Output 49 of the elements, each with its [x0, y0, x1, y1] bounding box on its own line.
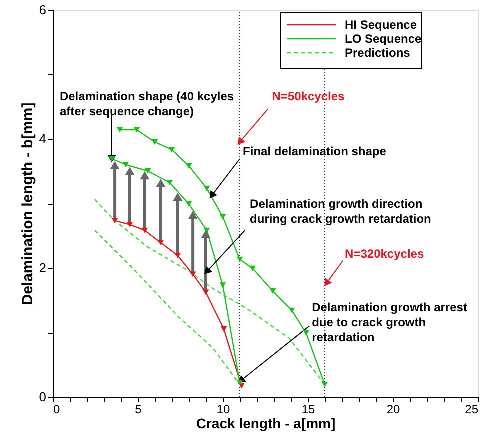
point: [144, 168, 152, 174]
point: [220, 326, 228, 332]
point: [204, 186, 210, 192]
y-tick-label: 4: [39, 132, 46, 146]
point: [122, 162, 130, 168]
point: [270, 288, 276, 294]
point: [134, 127, 140, 133]
point: [152, 139, 158, 145]
annotation: Delamination growth arrest due to crack growth retardation: [312, 300, 468, 344]
x-tick-label: 0: [54, 402, 60, 416]
legend-label: LO Sequence: [345, 32, 422, 46]
point: [174, 253, 182, 258]
y-tick-label: 2: [39, 260, 46, 276]
point: [186, 201, 192, 207]
point: [190, 272, 196, 278]
annotation: Delamination shape (40 kcyles after sequence change): [60, 89, 234, 118]
point: [202, 290, 210, 296]
x-tick-label: 25: [465, 402, 479, 416]
point: [250, 266, 256, 272]
point: [158, 240, 164, 246]
x-axis-title: Crack length - a[mm]: [196, 416, 336, 432]
point: [236, 256, 244, 262]
point: [168, 147, 176, 153]
legend-label: Predictions: [345, 46, 411, 60]
point: [116, 127, 124, 133]
point: [220, 282, 226, 288]
y-axis-title: Delamination length - b[mm]: [19, 102, 36, 306]
point: [288, 308, 296, 314]
annotation: N=320kcycles: [345, 246, 424, 261]
point: [220, 214, 226, 220]
point: [112, 218, 118, 224]
point: [322, 382, 328, 388]
legend-label: HI Sequence: [345, 18, 418, 32]
point: [303, 330, 310, 336]
x-tick-label: 5: [135, 402, 142, 416]
point: [142, 228, 148, 234]
y-tick-label: 0: [39, 390, 46, 404]
annotation: Delamination growth direction during crack growth retardation: [250, 197, 432, 226]
x-tick-label: 15: [302, 402, 316, 416]
point: [186, 163, 192, 169]
point: [126, 222, 134, 228]
point: [204, 228, 210, 234]
annotation: Final delamination shape: [243, 144, 387, 158]
x-tick-label: 10: [216, 402, 230, 416]
point: [166, 180, 174, 186]
annotation: N=50kcycles: [272, 89, 346, 104]
x-tick-label: 20: [386, 402, 400, 416]
y-tick-label: 6: [39, 2, 46, 18]
point: [236, 380, 244, 386]
